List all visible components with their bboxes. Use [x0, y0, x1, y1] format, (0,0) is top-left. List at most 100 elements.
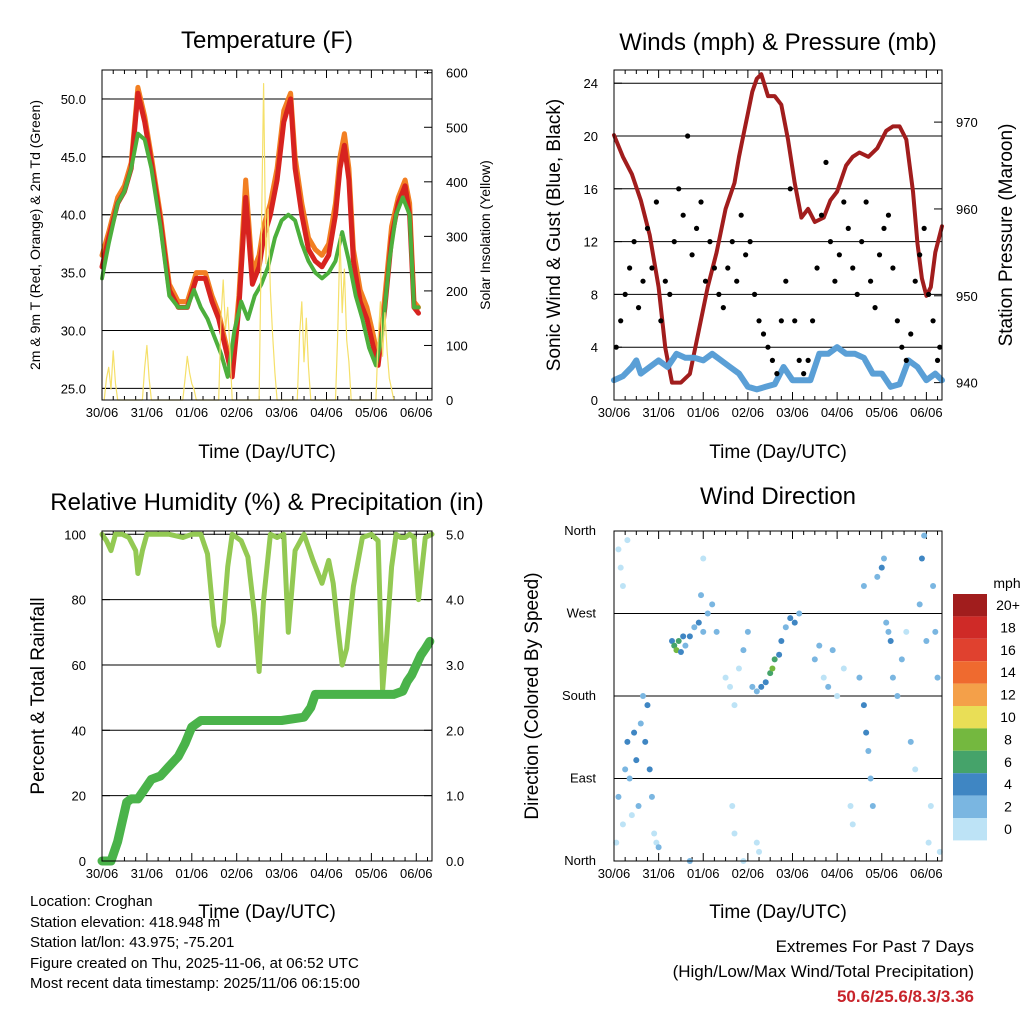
wind-direction-point [651, 830, 658, 837]
gust-point [743, 252, 749, 258]
x-tick-label: 31/06 [131, 866, 164, 881]
y-axis-label: Percent & Total Rainfall [28, 597, 49, 794]
wind-direction-point [894, 693, 901, 699]
gust-point [809, 318, 816, 324]
x-axis-label: Time (Day/UTC) [198, 902, 336, 923]
x-tick-label: 03/06 [776, 866, 809, 881]
wind-direction-point [713, 628, 720, 635]
wind-direction-point [704, 610, 711, 617]
gust-point [917, 252, 923, 258]
gust-point [725, 265, 731, 271]
wind-direction-point [820, 674, 827, 681]
wind-direction-point [865, 748, 872, 754]
humidity-precip-panel: Relative Humidity (%) & Precipitation (i… [28, 489, 484, 923]
wind-direction-point [834, 693, 841, 699]
wind-direction-point [756, 848, 763, 855]
x-tick-label: 02/06 [220, 866, 253, 881]
gust-point [823, 159, 829, 165]
x-tick-label: 03/06 [265, 866, 298, 881]
wind-direction-point [749, 683, 756, 690]
gust-point [658, 318, 664, 324]
y2-tick-label: 0 [446, 393, 453, 408]
legend-swatch [953, 750, 987, 774]
x-tick-label: 01/06 [176, 405, 209, 420]
wind-direction-point [889, 674, 896, 681]
y-tick-label: 40 [72, 723, 86, 738]
wind-direction-point [796, 610, 803, 617]
gust-point [832, 278, 838, 284]
gust-point [618, 318, 624, 324]
y2-tick-label: 1.0 [446, 789, 464, 804]
y-tick-label: 100 [64, 527, 86, 542]
wind-direction-point [912, 766, 919, 773]
y-tick-label: North [564, 523, 596, 538]
y-axis-label: Direction (Colored By Speed) [522, 572, 543, 819]
gust-point [689, 252, 695, 258]
wind-direction-point [698, 592, 705, 599]
gust-point [653, 199, 659, 205]
y-tick-label: South [562, 688, 596, 703]
gust-point [778, 318, 784, 324]
gust-point [796, 357, 802, 363]
chart-title: Wind Direction [700, 483, 856, 510]
y-tick-label: 25.0 [61, 381, 86, 396]
plot-frame [613, 530, 943, 862]
wind-direction-point [646, 766, 653, 773]
plot-frame [101, 530, 433, 862]
wind-direction-point [631, 729, 638, 736]
x-tick-label: 03/06 [776, 405, 809, 420]
gust-point [693, 225, 700, 231]
gust-point [716, 291, 722, 297]
x-tick-label: 03/06 [265, 405, 298, 420]
gust-point [867, 278, 874, 284]
x-tick-label: 04/06 [821, 866, 854, 881]
series-line-pressure [612, 72, 944, 385]
y-axis-label: 2m & 9m T (Red, Orange) & 2m Td (Green) [27, 100, 43, 370]
x-axis-label: Time (Day/UTC) [709, 902, 847, 923]
x-tick-label: 30/06 [598, 405, 631, 420]
wind-direction-point [887, 638, 894, 644]
x-tick-label: 06/06 [400, 866, 433, 881]
x-tick-label: 05/06 [355, 405, 388, 420]
wind-direction-point [925, 839, 932, 846]
gust-point [680, 212, 686, 218]
x-tick-label: 06/06 [910, 405, 943, 420]
gust-point [930, 318, 936, 324]
gust-point [850, 265, 856, 271]
wind-direction-point [653, 839, 660, 846]
recent-timestamp: Most recent data timestamp: 2025/11/06 0… [30, 975, 360, 992]
wind-direction-point [753, 839, 760, 846]
legend-title: mph [993, 575, 1020, 591]
x-axis-label: Time (Day/UTC) [198, 442, 336, 463]
legend-swatch [953, 683, 987, 706]
gust-point [912, 278, 918, 284]
gust-point [818, 212, 825, 218]
wind-direction-point [648, 793, 655, 800]
x-tick-label: 30/06 [86, 405, 119, 420]
gust-point [685, 133, 691, 139]
extremes-values: 50.6/25.6/8.3/3.36 [836, 987, 974, 1006]
series-line-rh [99, 531, 435, 694]
y2-tick-label: 500 [446, 120, 468, 135]
gust-point [640, 278, 646, 284]
gust-point [876, 252, 883, 258]
gust-point [635, 305, 642, 311]
gust-point [890, 265, 896, 271]
wind-direction-point [782, 624, 789, 631]
chart-title: Relative Humidity (%) & Precipitation (i… [50, 489, 483, 516]
wind-direction-point [923, 638, 930, 644]
legend-swatch [953, 594, 987, 617]
wind-direction-point [918, 555, 925, 562]
wind-direction-point [624, 537, 631, 544]
series-line-precip [97, 636, 435, 866]
wind-direction-point [619, 821, 626, 828]
wind-direction-point [700, 555, 707, 562]
wind-direction-point [637, 720, 644, 727]
y2-tick-label: 0.0 [446, 854, 464, 869]
wind-direction-point [722, 674, 729, 681]
wind-direction-point [613, 839, 620, 846]
gust-point [729, 239, 735, 245]
legend-swatch [953, 616, 987, 639]
gust-point [644, 225, 651, 231]
gust-point [667, 291, 673, 297]
